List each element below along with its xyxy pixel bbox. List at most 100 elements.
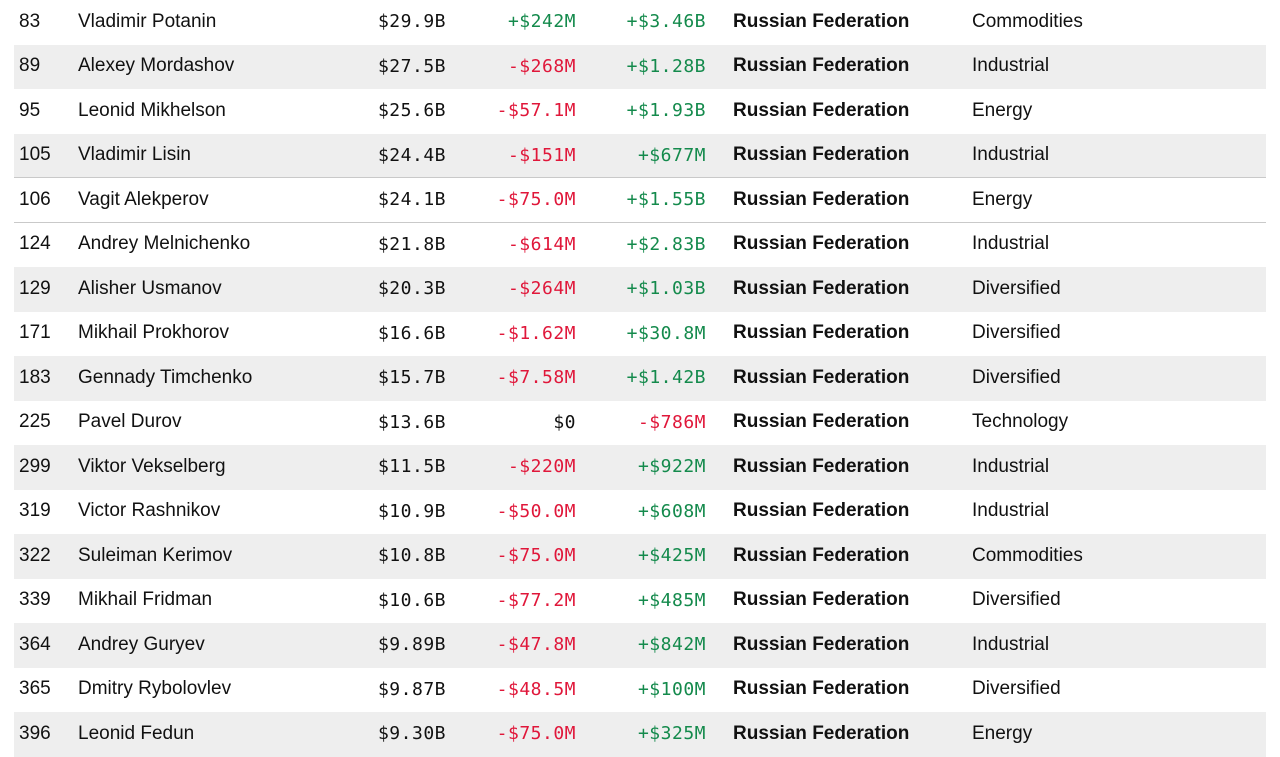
- industry-cell: Energy: [972, 188, 1033, 210]
- table-row[interactable]: 396 Leonid Fedun $9.30B -$75.0M +$325M R…: [14, 712, 1266, 757]
- name-cell[interactable]: Vladimir Lisin: [78, 144, 191, 166]
- ytd-change-cell: +$2.83B: [626, 233, 706, 255]
- name-cell[interactable]: Alisher Usmanov: [78, 277, 222, 299]
- industry-cell: Energy: [972, 99, 1033, 121]
- table-row[interactable]: 299 Viktor Vekselberg $11.5B -$220M +$92…: [14, 445, 1266, 490]
- industry-cell: Commodities: [972, 10, 1083, 32]
- net-worth-cell: $20.3B: [377, 278, 446, 300]
- name-cell[interactable]: Mikhail Prokhorov: [78, 322, 229, 344]
- ytd-change-cell: -$786M: [637, 411, 706, 433]
- table-row[interactable]: 129 Alisher Usmanov $20.3B -$264M +$1.03…: [14, 267, 1266, 312]
- table-row[interactable]: 364 Andrey Guryev $9.89B -$47.8M +$842M …: [14, 623, 1266, 668]
- rank-cell: 339: [19, 589, 51, 611]
- net-worth-cell: $29.9B: [377, 11, 446, 33]
- table-row[interactable]: 225 Pavel Durov $13.6B $0 -$786M Russian…: [14, 401, 1266, 446]
- country-cell: Russian Federation: [733, 455, 910, 477]
- net-worth-cell: $10.9B: [377, 500, 446, 522]
- industry-cell: Diversified: [972, 322, 1061, 344]
- country-cell: Russian Federation: [733, 144, 910, 166]
- rank-cell: 365: [19, 678, 51, 700]
- table-row[interactable]: 89 Alexey Mordashov $27.5B -$268M +$1.28…: [14, 44, 1266, 89]
- ytd-change-cell: +$1.42B: [626, 367, 706, 389]
- country-cell: Russian Federation: [733, 277, 910, 299]
- industry-cell: Energy: [972, 722, 1033, 744]
- name-cell[interactable]: Victor Rashnikov: [78, 500, 221, 522]
- table-row[interactable]: 339 Mikhail Fridman $10.6B -$77.2M +$485…: [14, 579, 1266, 624]
- table-row[interactable]: 124 Andrey Melnichenko $21.8B -$614M +$2…: [14, 223, 1266, 268]
- country-cell: Russian Federation: [733, 589, 910, 611]
- rank-cell: 299: [19, 455, 51, 477]
- name-cell[interactable]: Gennady Timchenko: [78, 366, 253, 388]
- day-change-cell: -$614M: [507, 233, 576, 255]
- day-change-cell: -$75.0M: [496, 545, 576, 567]
- rank-cell: 171: [19, 322, 51, 344]
- country-cell: Russian Federation: [733, 233, 910, 255]
- day-change-cell: -$268M: [507, 55, 576, 77]
- table-row[interactable]: 365 Dmitry Rybolovlev $9.87B -$48.5M +$1…: [14, 668, 1266, 713]
- ytd-change-cell: +$1.93B: [626, 100, 706, 122]
- net-worth-cell: $16.6B: [377, 322, 446, 344]
- industry-cell: Technology: [972, 411, 1069, 433]
- industry-cell: Commodities: [972, 544, 1083, 566]
- net-worth-cell: $10.8B: [377, 545, 446, 567]
- ytd-change-cell: +$677M: [637, 144, 706, 166]
- ytd-change-cell: +$30.8M: [626, 322, 706, 344]
- name-cell[interactable]: Mikhail Fridman: [78, 589, 213, 611]
- country-cell: Russian Federation: [733, 10, 910, 32]
- table-row[interactable]: 183 Gennady Timchenko $15.7B -$7.58M +$1…: [14, 356, 1266, 401]
- name-cell[interactable]: Vagit Alekperov: [78, 188, 209, 210]
- table-row[interactable]: 171 Mikhail Prokhorov $16.6B -$1.62M +$3…: [14, 312, 1266, 357]
- name-cell[interactable]: Alexey Mordashov: [78, 55, 235, 77]
- name-cell[interactable]: Pavel Durov: [78, 411, 182, 433]
- country-cell: Russian Federation: [733, 188, 910, 210]
- ytd-change-cell: +$325M: [637, 723, 706, 745]
- name-cell[interactable]: Andrey Guryev: [78, 633, 205, 655]
- billionaires-table: 83 Vladimir Potanin $29.9B +$242M +$3.46…: [14, 0, 1266, 757]
- name-cell[interactable]: Leonid Mikhelson: [78, 99, 226, 121]
- ytd-change-cell: +$485M: [637, 589, 706, 611]
- country-cell: Russian Federation: [733, 500, 910, 522]
- net-worth-cell: $11.5B: [377, 456, 446, 478]
- country-cell: Russian Federation: [733, 322, 910, 344]
- country-cell: Russian Federation: [733, 55, 910, 77]
- name-cell[interactable]: Leonid Fedun: [78, 722, 195, 744]
- rank-cell: 183: [19, 366, 51, 388]
- rank-cell: 322: [19, 544, 51, 566]
- day-change-cell: -$7.58M: [496, 367, 576, 389]
- country-cell: Russian Federation: [733, 678, 910, 700]
- industry-cell: Diversified: [972, 589, 1061, 611]
- rank-cell: 106: [19, 188, 51, 210]
- industry-cell: Industrial: [972, 144, 1050, 166]
- ytd-change-cell: +$842M: [637, 634, 706, 656]
- ytd-change-cell: +$608M: [637, 500, 706, 522]
- day-change-cell: -$77.2M: [496, 589, 576, 611]
- net-worth-cell: $25.6B: [377, 100, 446, 122]
- table-row[interactable]: 106 Vagit Alekperov $24.1B -$75.0M +$1.5…: [14, 178, 1266, 223]
- table-row[interactable]: 95 Leonid Mikhelson $25.6B -$57.1M +$1.9…: [14, 89, 1266, 134]
- table-row[interactable]: 105 Vladimir Lisin $24.4B -$151M +$677M …: [14, 133, 1266, 178]
- rank-cell: 129: [19, 277, 51, 299]
- name-cell[interactable]: Andrey Melnichenko: [78, 233, 251, 255]
- table-row[interactable]: 322 Suleiman Kerimov $10.8B -$75.0M +$42…: [14, 534, 1266, 579]
- rank-cell: 105: [19, 144, 51, 166]
- table-row[interactable]: 319 Victor Rashnikov $10.9B -$50.0M +$60…: [14, 490, 1266, 535]
- net-worth-cell: $9.30B: [377, 723, 446, 745]
- ytd-change-cell: +$425M: [637, 545, 706, 567]
- net-worth-cell: $21.8B: [377, 233, 446, 255]
- industry-cell: Industrial: [972, 55, 1050, 77]
- rank-cell: 396: [19, 722, 51, 744]
- name-cell[interactable]: Dmitry Rybolovlev: [78, 678, 232, 700]
- day-change-cell: -$47.8M: [496, 634, 576, 656]
- name-cell[interactable]: Viktor Vekselberg: [78, 455, 226, 477]
- day-change-cell: $0: [553, 411, 576, 433]
- table-row[interactable]: 83 Vladimir Potanin $29.9B +$242M +$3.46…: [14, 0, 1266, 45]
- name-cell[interactable]: Suleiman Kerimov: [78, 544, 233, 566]
- industry-cell: Diversified: [972, 678, 1061, 700]
- net-worth-cell: $13.6B: [377, 411, 446, 433]
- country-cell: Russian Federation: [733, 99, 910, 121]
- name-cell[interactable]: Vladimir Potanin: [78, 10, 217, 32]
- net-worth-cell: $10.6B: [377, 589, 446, 611]
- day-change-cell: -$264M: [507, 278, 576, 300]
- day-change-cell: -$75.0M: [496, 189, 576, 211]
- ytd-change-cell: +$922M: [637, 456, 706, 478]
